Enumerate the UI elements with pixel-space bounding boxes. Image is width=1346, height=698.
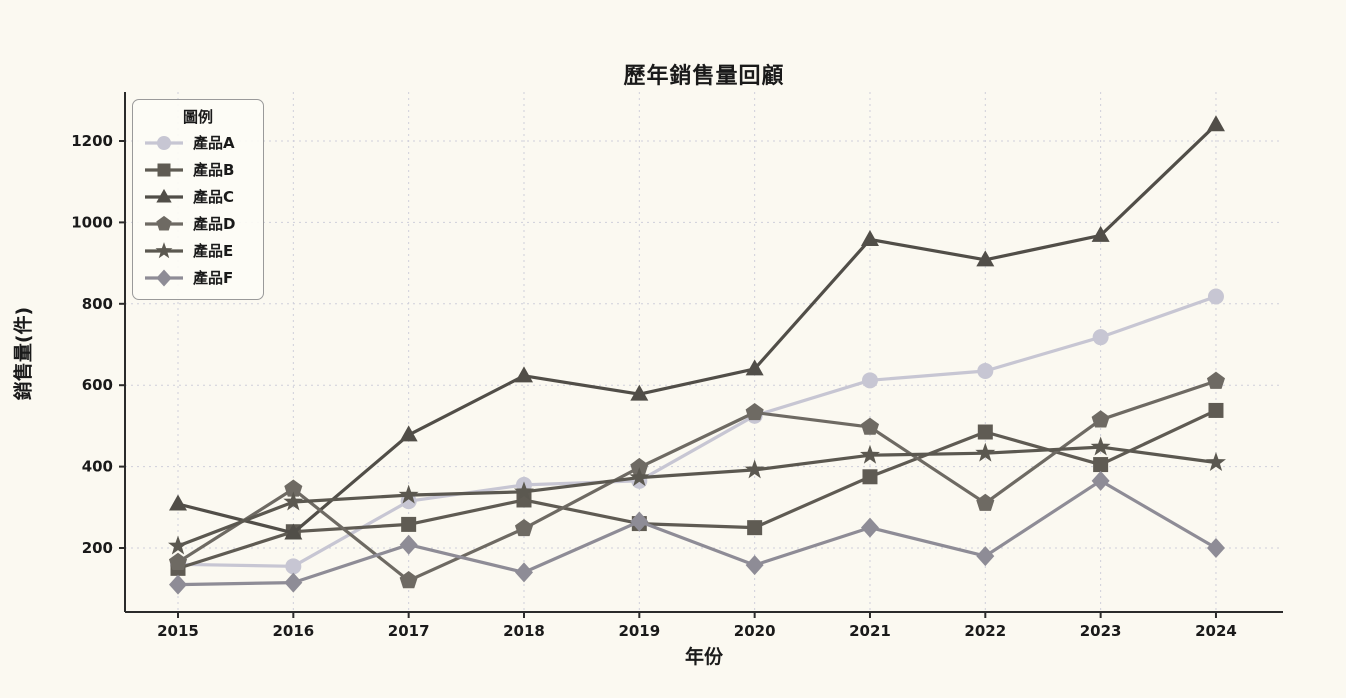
x-axis-label: 年份 — [684, 646, 723, 668]
data-point-產品C-2018 — [514, 366, 533, 383]
legend-item-3: 產品C — [143, 183, 253, 210]
series-line-2 — [176, 408, 1218, 571]
y-tick-label: 1200 — [71, 132, 113, 150]
legend-item-5: 產品E — [143, 237, 253, 264]
data-point-產品B-2022 — [977, 424, 993, 440]
legend-item-label: 產品E — [193, 242, 234, 260]
chart-title: 歷年銷售量回顧 — [623, 64, 785, 89]
series-line-6 — [176, 479, 1218, 587]
data-point-產品E-2015 — [168, 535, 188, 555]
y-tick-label: 400 — [82, 458, 113, 476]
data-point-產品A-2016 — [285, 558, 302, 575]
triangle-marker-icon — [145, 188, 183, 203]
x-tick-label: 2023 — [1080, 622, 1122, 640]
x-tick-label: 2018 — [503, 622, 545, 640]
data-point-產品F-2022 — [976, 546, 995, 567]
data-point-產品A-2022 — [977, 362, 994, 379]
data-point-產品C-2023 — [1091, 225, 1110, 242]
data-point-產品C-2017 — [399, 425, 418, 442]
y-tick-label: 200 — [82, 539, 113, 557]
legend-item-label: 產品D — [193, 215, 236, 233]
data-point-產品D-2021 — [860, 417, 880, 435]
y-axis-label: 銷售量(件) — [12, 306, 35, 401]
data-point-產品E-2023 — [1090, 436, 1111, 456]
data-point-產品A-2024 — [1207, 288, 1224, 305]
legend-item-4: 產品D — [143, 210, 253, 237]
legend-item-label: 產品F — [193, 269, 234, 287]
data-point-產品F-2015 — [169, 574, 187, 595]
data-point-產品E-2021 — [859, 444, 880, 464]
legend-title: 圖例 — [182, 108, 213, 126]
data-point-產品E-2019 — [629, 467, 650, 487]
legend-item-2: 產品B — [143, 156, 253, 183]
data-point-產品C-2016 — [284, 523, 303, 540]
data-point-產品F-2019 — [630, 511, 649, 532]
legend: 圖例 產品A 產品B 產品C 產品D 產品E 產品F — [132, 99, 264, 300]
data-point-產品E-2018 — [514, 481, 534, 501]
x-tick-label: 2020 — [734, 622, 776, 640]
data-point-產品B-2023 — [1093, 457, 1109, 473]
data-point-產品C-2024 — [1206, 115, 1225, 132]
data-point-產品A-2023 — [1092, 329, 1109, 346]
square-marker-icon — [145, 163, 183, 176]
data-point-產品A-2021 — [861, 372, 878, 389]
data-point-產品B-2017 — [401, 516, 417, 532]
data-point-產品D-2018 — [514, 518, 534, 537]
data-point-產品F-2020 — [745, 555, 764, 576]
data-point-產品F-2016 — [284, 572, 303, 593]
data-point-產品E-2022 — [975, 442, 996, 462]
data-point-產品E-2024 — [1205, 452, 1226, 472]
data-point-產品C-2015 — [169, 494, 187, 511]
data-point-產品E-2020 — [744, 459, 765, 479]
data-point-產品F-2024 — [1206, 538, 1225, 558]
y-tick-label: 800 — [82, 295, 113, 313]
diamond-marker-icon — [145, 269, 183, 286]
data-point-產品D-2023 — [1091, 410, 1110, 428]
x-tick-label: 2022 — [964, 622, 1006, 640]
data-point-產品C-2020 — [745, 359, 764, 376]
data-point-產品F-2021 — [860, 517, 879, 538]
data-point-產品C-2022 — [976, 250, 995, 267]
data-point-產品F-2023 — [1091, 470, 1110, 491]
data-point-產品D-2020 — [745, 402, 764, 421]
data-point-產品D-2015 — [168, 552, 188, 570]
data-point-產品F-2017 — [399, 534, 418, 555]
data-point-產品E-2017 — [398, 484, 419, 504]
legend-items: 產品A 產品B 產品C 產品D 產品E 產品F — [143, 129, 253, 291]
legend-item-1: 產品A — [143, 129, 253, 156]
legend-item-label: 產品C — [193, 188, 235, 206]
data-point-產品F-2018 — [514, 562, 533, 583]
data-point-產品B-2024 — [1208, 402, 1224, 418]
legend-item-6: 產品F — [143, 264, 253, 291]
data-point-產品E-2016 — [283, 491, 304, 511]
legend-item-label: 產品B — [193, 161, 235, 179]
data-point-產品B-2021 — [862, 469, 878, 485]
pentagon-marker-icon — [145, 215, 183, 231]
legend-item-label: 產品A — [193, 134, 235, 152]
y-tick-label: 1000 — [71, 213, 113, 231]
data-point-產品B-2020 — [747, 520, 763, 536]
data-point-產品D-2017 — [399, 571, 418, 589]
circle-marker-icon — [145, 135, 183, 150]
y-tick-label: 600 — [82, 376, 113, 394]
series-line-4 — [176, 379, 1218, 583]
x-tick-label: 2024 — [1195, 622, 1237, 640]
data-point-產品D-2016 — [284, 479, 303, 497]
x-tick-label: 2016 — [272, 622, 314, 640]
data-point-產品C-2021 — [860, 229, 879, 246]
series-line-5 — [176, 445, 1218, 548]
x-tick-label: 2017 — [388, 622, 430, 640]
data-point-產品D-2022 — [976, 493, 995, 511]
x-tick-label: 2021 — [849, 622, 891, 640]
data-point-產品D-2019 — [630, 457, 649, 476]
series-line-3 — [176, 123, 1218, 535]
data-point-產品C-2019 — [630, 384, 649, 401]
data-point-產品D-2024 — [1206, 371, 1226, 389]
x-tick-label: 2019 — [618, 622, 660, 640]
x-tick-label: 2015 — [157, 622, 199, 640]
star-marker-icon — [145, 241, 183, 258]
